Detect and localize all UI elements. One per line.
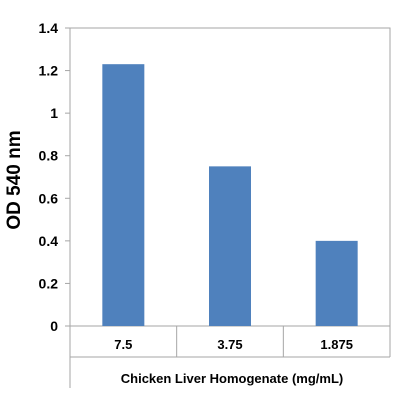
x-axis-title: Chicken Liver Homogenate (mg/mL) [121, 371, 343, 386]
x-tick-label: 7.5 [114, 337, 132, 352]
bar [315, 240, 358, 326]
y-tick-label: 1.2 [39, 63, 59, 79]
y-tick-label: 0.8 [39, 148, 59, 164]
plot-area: 0 0.2 0.4 0.6 0.8 1 1.2 1.4 7.5 3.75 1.875 [39, 20, 391, 388]
y-tick-label: 0.6 [39, 190, 59, 206]
y-tick-label: 0 [50, 318, 58, 334]
y-tick-label: 1 [50, 105, 58, 121]
x-tick-label: 3.75 [217, 337, 242, 352]
y-tick-label: 0.2 [39, 275, 59, 291]
y-axis-title: OD 540 nm [4, 130, 25, 229]
y-tick-label: 1.4 [39, 20, 59, 36]
bar [102, 64, 145, 326]
x-tick-label: 1.875 [320, 337, 353, 352]
bar [209, 166, 251, 326]
y-tick-label: 0.4 [39, 233, 59, 249]
